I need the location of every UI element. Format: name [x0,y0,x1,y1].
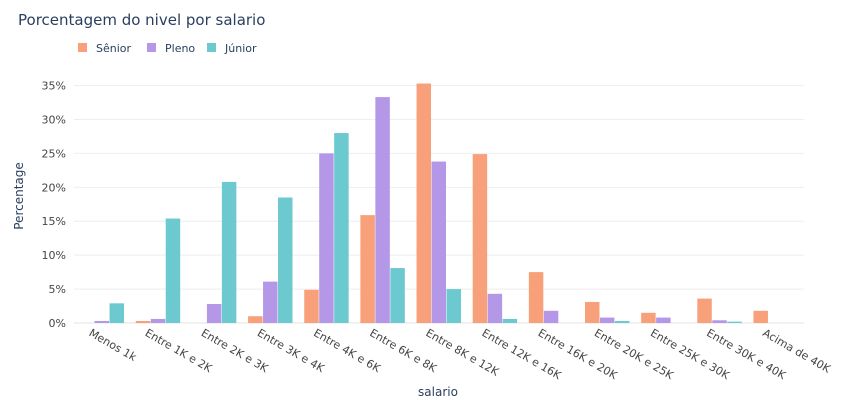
bar[interactable] [431,161,446,323]
bar[interactable] [278,197,293,324]
bar[interactable] [614,320,630,323]
bar[interactable] [487,293,503,323]
y-tick-label: 30% [42,113,66,126]
bar[interactable] [656,317,671,323]
y-tick-label: 35% [42,80,66,93]
bar[interactable] [150,318,166,323]
bar[interactable] [599,317,615,323]
legend-swatch [147,43,156,52]
bar[interactable] [94,320,110,323]
bars [94,83,768,324]
legend[interactable]: Sênior Pleno Júnior [78,42,257,55]
y-tick-label: 0% [49,317,66,330]
bar[interactable] [502,318,518,323]
chart-title: Porcentagem do nivel por salario [18,11,265,29]
bar[interactable] [165,218,181,323]
y-tick-label: 15% [42,215,66,228]
legend-swatch [207,43,216,52]
bar[interactable] [221,181,237,323]
bar[interactable] [263,281,278,323]
bar[interactable] [697,298,712,323]
legend-swatch [78,43,87,52]
legend-label: Sênior [96,42,132,55]
bar[interactable] [753,310,768,323]
bar[interactable] [727,321,742,323]
bar[interactable] [472,154,488,323]
bar[interactable] [206,304,222,323]
bar[interactable] [248,316,263,323]
bar[interactable] [375,97,390,323]
y-tick-label: 20% [42,181,66,194]
bar[interactable] [416,83,432,323]
legend-item[interactable]: Pleno [147,42,195,55]
bar[interactable] [528,272,544,323]
bar[interactable] [641,312,656,323]
y-tick-label: 5% [49,283,66,296]
series-2 [94,97,727,323]
bar[interactable] [390,268,405,323]
bar[interactable] [135,320,151,323]
bar[interactable] [304,289,319,323]
bar[interactable] [334,133,349,323]
bar[interactable] [319,153,334,323]
bar[interactable] [360,215,375,323]
bar[interactable] [543,310,559,323]
legend-item[interactable]: Júnior [207,42,257,55]
bar[interactable] [109,303,125,323]
legend-label: Júnior [224,42,257,55]
x-tick-label: Menos 1k [87,326,140,364]
bar[interactable] [585,301,600,323]
y-axis-title: Percentage [12,162,26,230]
series-3 [109,133,742,324]
bar[interactable] [712,320,727,323]
legend-item[interactable]: Sênior [78,42,132,55]
y-axis-ticks: 0% 5% 10% 15% 20% 25% 30% 35% [42,80,66,330]
series-1 [135,83,768,323]
y-tick-label: 25% [42,147,66,160]
y-tick-label: 10% [42,249,66,262]
legend-label: Pleno [165,42,195,55]
x-axis-title: salario [418,385,458,399]
bar[interactable] [446,289,461,323]
